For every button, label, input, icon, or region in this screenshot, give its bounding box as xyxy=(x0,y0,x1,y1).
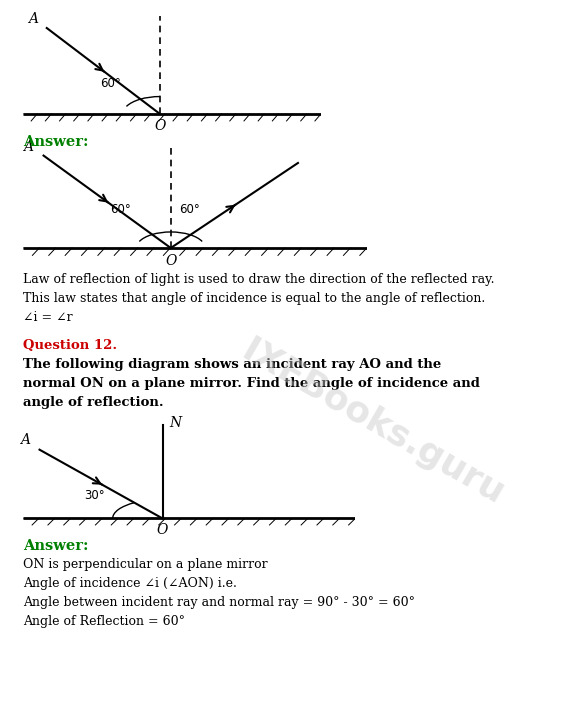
Text: ∠i = ∠r: ∠i = ∠r xyxy=(23,311,73,324)
Text: The following diagram shows an incident ray AO and the: The following diagram shows an incident … xyxy=(23,358,441,371)
Text: O: O xyxy=(165,254,176,268)
Text: A: A xyxy=(23,139,33,153)
Text: 60°: 60° xyxy=(179,203,200,217)
Text: A: A xyxy=(28,13,38,26)
Text: 60°: 60° xyxy=(111,203,131,217)
Text: Angle of Reflection = 60°: Angle of Reflection = 60° xyxy=(23,615,185,628)
Text: O: O xyxy=(154,119,166,133)
Text: Answer:: Answer: xyxy=(23,539,88,553)
Text: 30°: 30° xyxy=(84,489,105,502)
Text: ON is perpendicular on a plane mirror: ON is perpendicular on a plane mirror xyxy=(23,558,268,571)
Text: 60°: 60° xyxy=(100,77,121,90)
Text: Law of reflection of light is used to draw the direction of the reflected ray.: Law of reflection of light is used to dr… xyxy=(23,273,494,286)
Text: Angle of incidence ∠i (∠AON) i.e.: Angle of incidence ∠i (∠AON) i.e. xyxy=(23,577,237,590)
Text: normal ON on a plane mirror. Find the angle of incidence and: normal ON on a plane mirror. Find the an… xyxy=(23,377,480,390)
Text: A: A xyxy=(19,433,30,447)
Text: Question 12.: Question 12. xyxy=(23,339,117,351)
Text: N: N xyxy=(169,416,181,429)
Text: IXEBooks.guru: IXEBooks.guru xyxy=(235,333,510,512)
Text: This law states that angle of incidence is equal to the angle of reflection.: This law states that angle of incidence … xyxy=(23,292,485,305)
Text: O: O xyxy=(157,522,168,536)
Text: Angle between incident ray and normal ray = 90° - 30° = 60°: Angle between incident ray and normal ra… xyxy=(23,596,415,609)
Text: Answer:: Answer: xyxy=(23,135,88,149)
Text: angle of reflection.: angle of reflection. xyxy=(23,396,163,409)
